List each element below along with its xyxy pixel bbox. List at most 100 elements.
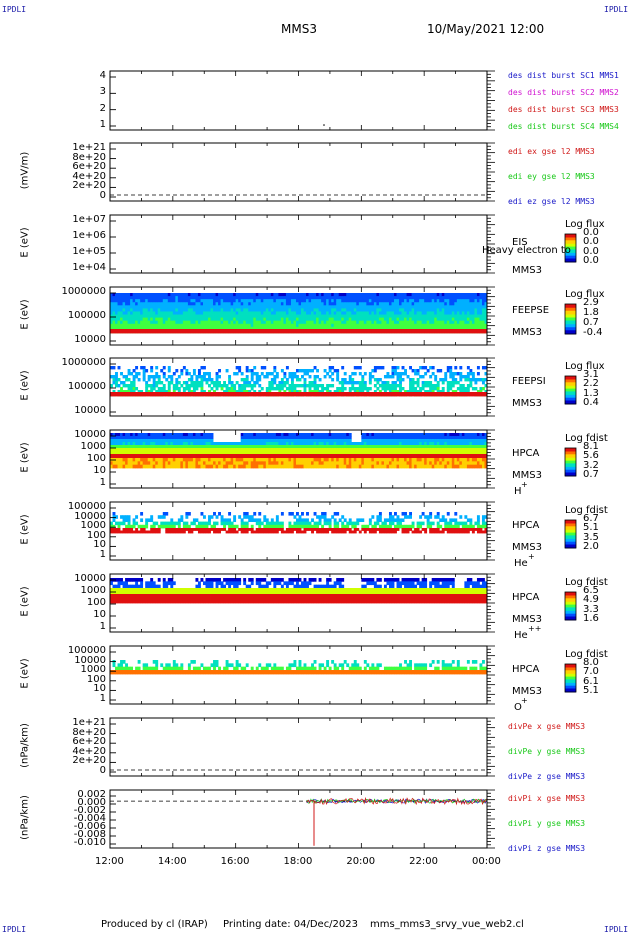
spectrogram-cell <box>135 314 139 319</box>
spectrogram-cell <box>358 308 362 312</box>
spectrogram-cell <box>172 442 176 446</box>
spectrogram-cell <box>323 299 327 303</box>
spectrogram-cell <box>333 369 337 373</box>
spectrogram-cell <box>321 433 325 437</box>
spectrogram-cell <box>243 392 247 395</box>
spectrogram-cell <box>388 308 392 312</box>
colorbar-segment <box>565 395 576 397</box>
spectrogram-cell <box>351 448 355 452</box>
spectrogram-cell <box>381 387 385 391</box>
spectrogram-cell <box>290 308 294 312</box>
spectrogram-cell <box>368 451 372 455</box>
spectrogram-cell <box>466 314 470 319</box>
spectrogram-cell <box>441 433 445 437</box>
spectrogram-cell <box>313 375 317 379</box>
spectrogram-cell <box>466 323 470 328</box>
spectrogram-cell <box>416 433 420 437</box>
spectrogram-cell <box>484 320 488 325</box>
colorbar-segment <box>565 378 576 380</box>
spectrogram-cell <box>202 454 206 457</box>
spectrogram-cell <box>235 445 239 449</box>
spectrogram-cell <box>162 392 166 395</box>
spectrogram-cell <box>471 331 475 334</box>
spectrogram-cell <box>137 331 141 334</box>
colorbar-segment <box>565 397 576 399</box>
spectrogram-cell <box>456 314 460 319</box>
spectrogram-cell <box>130 392 134 395</box>
spectrogram-cell <box>308 394 312 397</box>
spectrogram-cell <box>456 308 460 312</box>
spectrogram-cell <box>378 366 382 370</box>
spectrogram-cell <box>162 314 166 319</box>
spectrogram-cell <box>383 387 387 391</box>
spectrogram-cell <box>358 293 362 297</box>
spectrogram-cell <box>120 381 123 385</box>
spectrogram-cell <box>331 394 335 397</box>
spectrogram-cell <box>197 384 201 388</box>
spectrogram-cell <box>268 448 272 452</box>
spectrogram-cell <box>278 392 282 395</box>
spectrogram-cell <box>190 390 194 394</box>
spectrogram-cell <box>295 456 299 459</box>
spectrogram-cell <box>316 436 320 440</box>
spectrogram-cell <box>165 329 169 332</box>
spectrogram-cell <box>464 436 468 440</box>
spectrogram-cell <box>270 299 274 303</box>
footer-produced: Produced by cl (IRAP) <box>101 919 208 930</box>
spectrogram-cell <box>301 331 304 334</box>
spectrogram-cell <box>316 317 320 322</box>
spectrogram-cell <box>135 392 139 395</box>
spectrogram-cell <box>120 331 123 334</box>
spectrogram-cell <box>175 314 179 319</box>
spectrogram-cell <box>288 394 292 397</box>
spectrogram-cell <box>192 317 196 322</box>
spectrogram-cell <box>353 387 357 391</box>
spectrogram-cell <box>414 381 418 385</box>
colorbar-segment <box>565 239 576 241</box>
spectrogram-cell <box>290 392 294 395</box>
spectrogram-cell <box>414 320 418 325</box>
spectrogram-cell <box>175 384 179 388</box>
spectrogram-cell <box>192 445 196 449</box>
spectrogram-cell <box>426 326 430 331</box>
spectrogram-cell <box>358 454 362 457</box>
spectrogram-cell <box>459 378 463 382</box>
spectrogram-cell <box>471 451 475 455</box>
spectrogram-cell <box>366 314 370 319</box>
spectrogram-cell <box>461 436 465 440</box>
spectrogram-cell <box>150 451 154 455</box>
spectrogram-cell <box>316 320 320 325</box>
spectrogram-cell <box>361 293 365 297</box>
spectrogram-cell <box>190 323 194 328</box>
spectrogram-cell <box>484 331 488 334</box>
spectrogram-cell <box>409 394 412 397</box>
spectrogram-cell <box>391 314 395 319</box>
spectrogram-cell <box>471 305 475 309</box>
spectrogram-cell <box>318 323 322 328</box>
spectrogram-cell <box>258 436 262 440</box>
spectrogram-cell <box>411 296 415 300</box>
spectrogram-cell <box>331 296 335 300</box>
colorbar-segment <box>565 257 576 259</box>
spectrogram-cell <box>238 329 242 332</box>
spectrogram-cell <box>416 293 420 297</box>
spectrogram-cell <box>167 433 171 437</box>
spectrogram-cell <box>167 445 171 449</box>
spectrogram-cell <box>197 394 201 397</box>
spectrogram-cell <box>406 317 410 322</box>
spectrogram-cell <box>396 366 400 370</box>
spectrogram-cell <box>391 375 395 379</box>
spectrogram-cell <box>326 317 330 322</box>
spectrogram-cell <box>117 320 121 325</box>
spectrogram-cell <box>326 392 330 395</box>
spectrogram-cell <box>308 381 312 385</box>
spectrogram-cell <box>399 308 402 312</box>
spectrogram-cell <box>373 384 377 388</box>
spectrogram-cell <box>323 394 327 397</box>
spectrogram-cell <box>208 299 211 303</box>
spectrogram-cell <box>253 331 257 334</box>
spectrogram-cell <box>295 375 299 379</box>
spectrogram-cell <box>132 390 136 394</box>
spectrogram-cell <box>338 445 342 449</box>
spectrogram-cell <box>117 378 121 382</box>
